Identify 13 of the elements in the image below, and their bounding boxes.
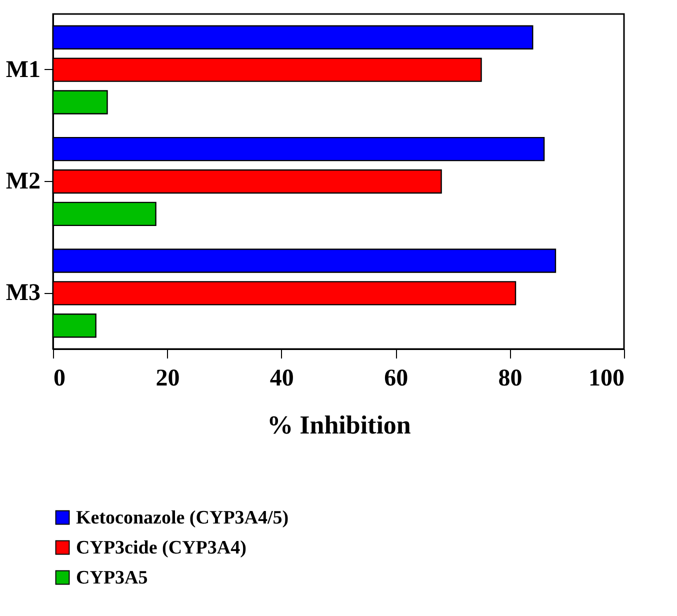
y-tick-label: M2 [6,168,40,194]
legend-label: CYP3A5 [76,568,148,588]
x-tick-label: 80 [498,366,522,392]
y-tick-label: M3 [6,280,40,306]
x-tick-label: 0 [54,366,66,392]
x-tick-label: 40 [270,366,294,392]
legend-label: Ketoconazole (CYP3A4/5) [76,508,289,528]
x-tick-label: 100 [588,366,624,392]
legend-label: CYP3cide (CYP3A4) [76,538,246,558]
y-tick-label: M1 [6,56,40,83]
x-tick-label: 20 [156,366,180,392]
x-axis-title: % Inhibition [267,410,412,440]
x-tick-label: 60 [384,366,408,392]
